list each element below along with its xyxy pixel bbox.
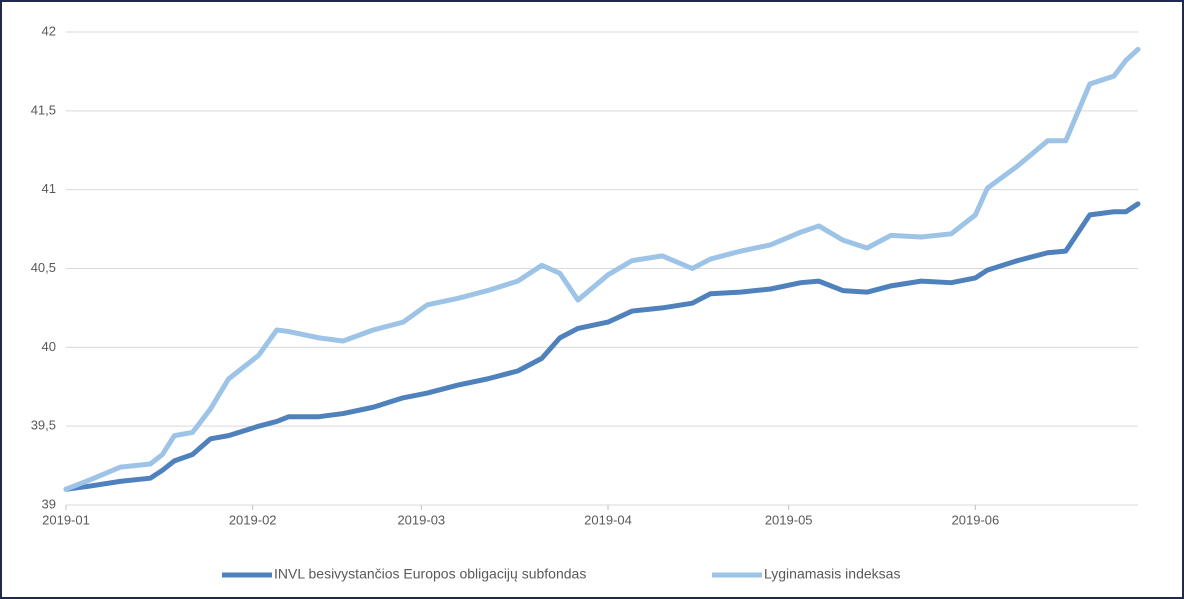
x-tick-label: 2019-04 [584,512,632,527]
legend-label: Lyginamasis indeksas [764,566,900,582]
y-tick-label: 40 [42,339,56,354]
x-tick-label: 2019-06 [952,512,1000,527]
y-tick-label: 41,5 [31,102,56,117]
line-series [63,46,1141,492]
x-tick-label: 2019-03 [397,512,445,527]
x-tick-label: 2019-05 [765,512,813,527]
line-series [63,201,1141,492]
y-tick-label: 39 [42,496,56,511]
y-tick-label: 40,5 [31,260,56,275]
y-tick-label: 42 [42,23,56,38]
legend-label: INVL besivystančios Europos obligacijų s… [274,566,586,582]
y-tick-label: 41 [42,181,56,196]
x-tick-label: 2019-01 [42,512,90,527]
y-tick-label: 39,5 [31,418,56,433]
x-tick-label: 2019-02 [229,512,277,527]
